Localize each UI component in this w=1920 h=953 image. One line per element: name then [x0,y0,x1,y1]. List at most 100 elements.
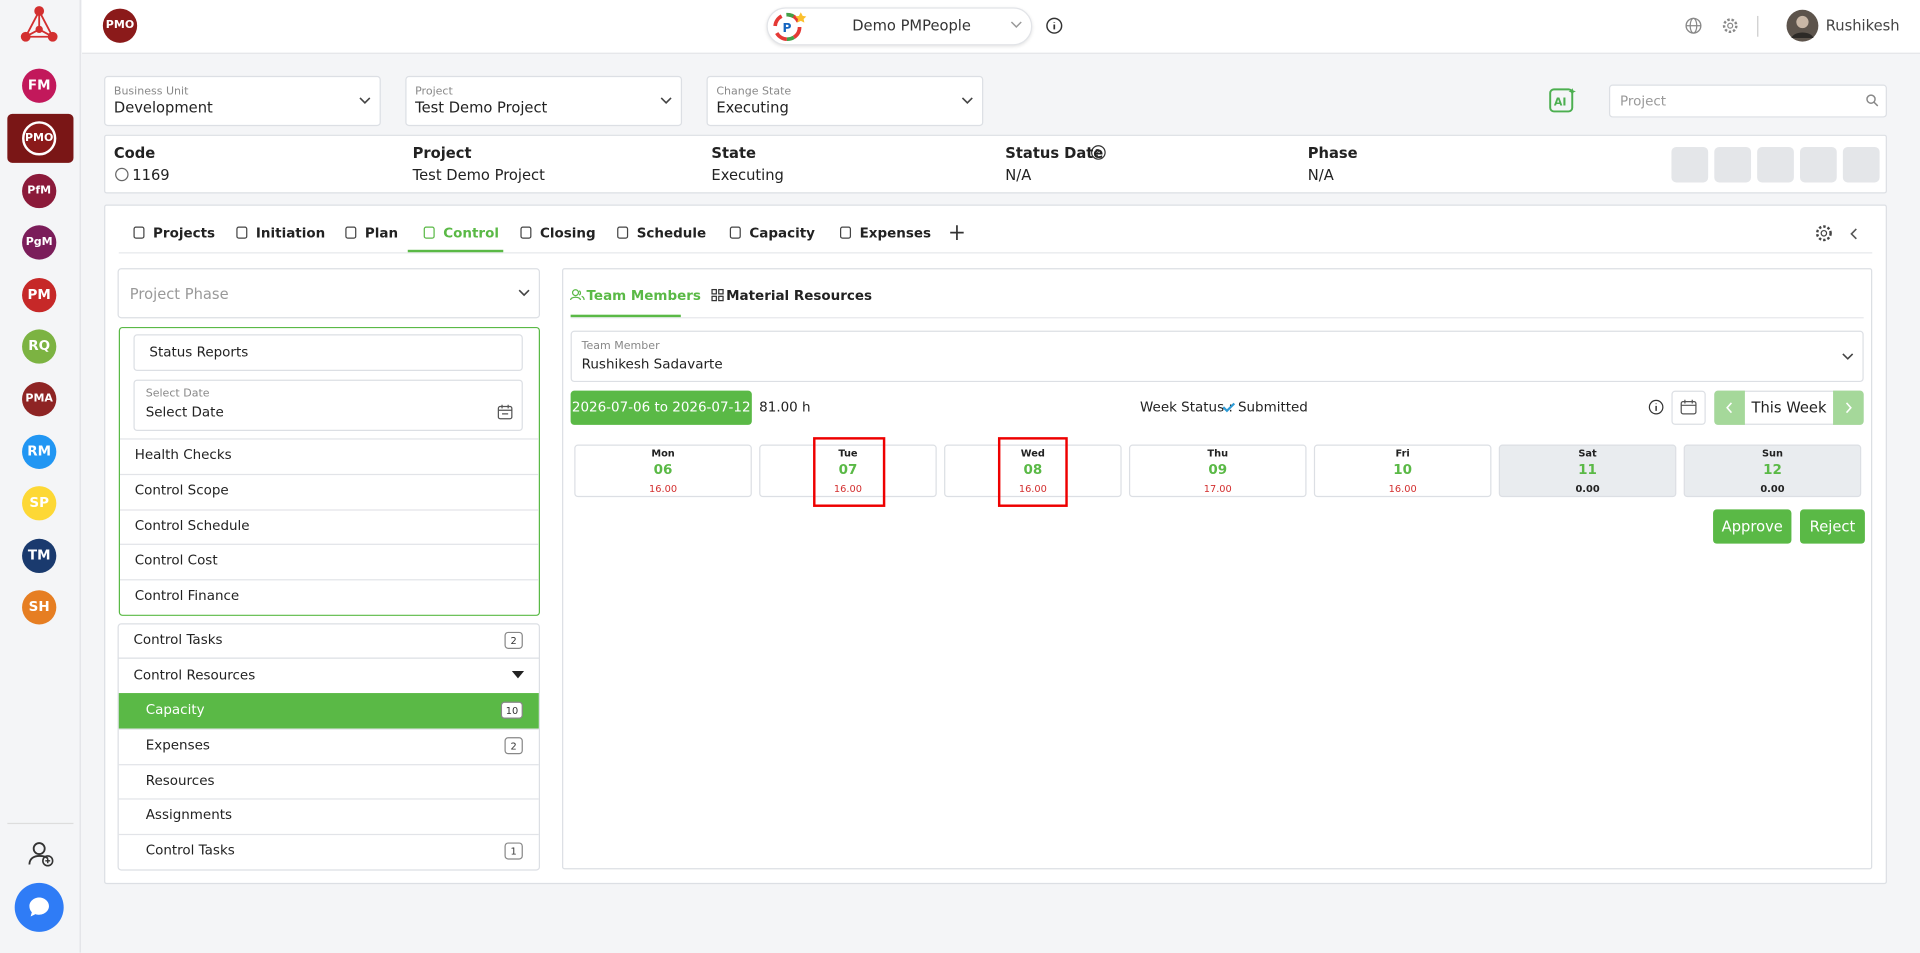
tab[interactable]: Projects [153,225,216,242]
module-badge[interactable]: PMA [22,382,57,417]
day-hours: 16.00 [1018,483,1047,495]
module-badge[interactable]: PMO [22,121,57,156]
status-reports[interactable] [133,334,523,372]
module-badge[interactable]: TM [22,538,57,574]
control-tasks[interactable] [117,623,540,659]
day-card[interactable] [1313,444,1492,498]
tab[interactable]: Schedule [636,225,707,242]
filter-value: Test Demo Project [415,99,548,117]
module-badge[interactable]: SP [22,486,57,521]
expand-caret[interactable] [511,671,525,679]
action-button[interactable] [1757,146,1794,183]
menu-item[interactable]: Control Finance [134,587,240,604]
subtab-underline [570,314,681,318]
separator [120,544,539,546]
tab[interactable]: Plan [364,225,399,242]
module-badge[interactable]: PM [22,277,57,313]
action-button[interactable] [1842,146,1880,183]
tab[interactable]: Capacity [749,225,815,242]
summary-label: Project [412,144,472,162]
filter-select[interactable] [405,75,683,127]
day-card[interactable] [1498,444,1677,498]
calendar-button[interactable] [1671,390,1706,425]
approve-button[interactable]: Approve [1713,509,1792,544]
phase-select[interactable] [117,268,540,319]
tab[interactable]: Closing [540,225,596,242]
info-icon[interactable] [1046,17,1063,34]
filter-select[interactable] [104,75,381,127]
day-card[interactable] [944,444,1122,498]
app-badge[interactable]: PMO [102,8,138,43]
module-badge[interactable]: SH [22,590,57,625]
day-hours: 0.00 [1760,483,1785,495]
module-badge[interactable]: FM [22,68,57,103]
module-badge[interactable]: PfM [22,173,57,209]
phase-placeholder: Project Phase [129,285,229,303]
resource-item[interactable]: Resources [145,772,215,789]
menu-item[interactable]: Control Schedule [134,517,250,534]
user-name[interactable]: Rushikesh [1825,17,1900,35]
ai-button[interactable]: AI [1548,86,1580,118]
separator [118,728,539,730]
divider [1757,15,1759,37]
tab[interactable]: Control [443,225,499,242]
module-badge[interactable]: RQ [22,329,57,364]
module-badge[interactable]: RM [22,434,57,469]
day-card[interactable] [1128,444,1307,498]
filter-select[interactable] [706,75,984,127]
day-date: 06 [653,461,673,478]
add-tab[interactable] [950,225,964,240]
help-icon[interactable]: ? [1091,144,1107,160]
settings-icon[interactable] [1722,17,1739,34]
chevron [1842,353,1854,360]
summary-label: Status Date [1005,144,1104,162]
workspace-logo: P [773,12,807,42]
menu-item[interactable]: Control Scope [134,482,229,499]
resource-item[interactable]: Capacity [145,701,205,718]
subtab-material-resources[interactable]: Material Resources [726,287,873,304]
menu-item[interactable]: Control Cost [134,552,218,569]
tab[interactable]: Expenses [859,225,932,242]
tab-icon [423,226,435,239]
reject-button[interactable]: Reject [1800,509,1865,544]
date-picker[interactable] [133,379,523,432]
day-card[interactable] [574,444,752,498]
menu-item[interactable]: Health Checks [134,446,232,463]
action-button[interactable] [1714,146,1752,183]
workspace-name: Demo PMPeople [852,17,971,35]
chat-button[interactable] [14,882,64,932]
calendar-icon [1680,399,1697,415]
day-card[interactable] [1683,444,1862,498]
week-range[interactable]: 2026-07-06 to 2026-07-12 [570,390,752,425]
module-badge[interactable]: PgM [22,225,57,260]
member-label: Team Member [581,340,660,353]
resource-item[interactable]: Expenses [145,736,210,753]
action-button[interactable] [1800,146,1837,183]
tab-icon [617,226,629,239]
day-card[interactable] [759,444,937,498]
collapse[interactable] [1849,228,1859,240]
logo[interactable] [18,5,60,44]
subtab-team-members[interactable]: Team Members [586,287,701,304]
search-box[interactable] [1608,84,1887,118]
tab-settings[interactable] [1815,224,1833,242]
day-hours: 0.00 [1575,483,1600,495]
tab-underline [407,249,504,253]
resource-item[interactable]: Control Tasks [145,842,235,859]
search-placeholder: Project [1620,93,1667,109]
avatar[interactable] [1786,9,1819,42]
member-select[interactable] [570,330,1864,383]
menu-item[interactable]: Control Resources [133,667,256,684]
this-week[interactable]: This Week [1751,399,1827,417]
language-icon[interactable] [1685,17,1702,34]
add-user-icon[interactable] [28,841,55,868]
radio[interactable] [115,167,130,183]
action-button[interactable] [1671,146,1709,183]
resource-item[interactable]: Assignments [145,807,233,824]
info-icon[interactable] [1648,399,1664,415]
tab[interactable]: Initiation [255,225,326,242]
next-week[interactable] [1833,390,1864,425]
workspace-selector[interactable] [766,7,1033,46]
prev-week[interactable] [1714,390,1745,425]
